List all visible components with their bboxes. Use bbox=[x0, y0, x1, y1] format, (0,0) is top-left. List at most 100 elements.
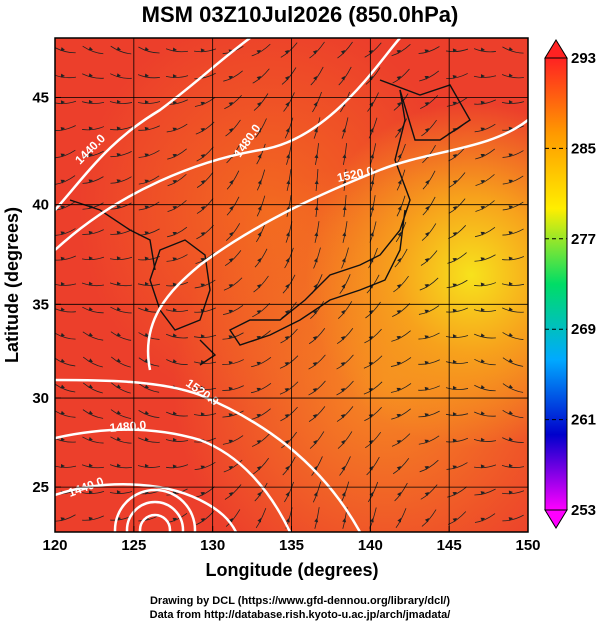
contour bbox=[113, 488, 197, 532]
streamline-arrow bbox=[172, 282, 177, 287]
streamline-arrow bbox=[424, 128, 429, 133]
streamline-arrow bbox=[228, 309, 233, 314]
streamline bbox=[254, 248, 268, 268]
streamline bbox=[364, 406, 382, 422]
streamline-arrow bbox=[369, 232, 374, 237]
streamline bbox=[474, 384, 496, 392]
streamline-arrow bbox=[480, 307, 485, 312]
streamline-arrow bbox=[144, 307, 149, 312]
streamline bbox=[224, 94, 242, 110]
streamline-arrow bbox=[88, 516, 93, 521]
streamline bbox=[446, 279, 468, 289]
streamline-arrow bbox=[172, 307, 177, 312]
streamline-arrow bbox=[312, 388, 317, 393]
streamline-arrow bbox=[397, 206, 402, 211]
contour-label: 1480.0 bbox=[109, 418, 147, 435]
streamline bbox=[55, 308, 76, 313]
coast bbox=[69, 199, 156, 271]
streamline-arrow bbox=[369, 518, 374, 523]
streamline bbox=[310, 66, 324, 86]
streamline bbox=[418, 359, 440, 365]
streamline bbox=[138, 150, 160, 158]
streamline-arrow bbox=[257, 518, 262, 523]
streamline-arrow bbox=[312, 440, 317, 445]
streamline bbox=[222, 332, 244, 340]
streamline bbox=[166, 488, 188, 496]
streamline-arrow bbox=[116, 307, 121, 311]
streamline bbox=[279, 355, 299, 369]
streamline-arrow bbox=[480, 206, 485, 210]
streamline-arrow bbox=[369, 466, 373, 471]
streamline-arrow bbox=[396, 284, 401, 289]
streamline bbox=[225, 119, 241, 137]
streamline-arrow bbox=[88, 358, 93, 362]
streamline-arrow bbox=[508, 46, 513, 51]
streamline-arrow bbox=[313, 284, 317, 289]
streamline-arrow bbox=[452, 308, 457, 313]
contour bbox=[55, 428, 292, 532]
streamline bbox=[475, 200, 495, 212]
streamline-arrow bbox=[116, 281, 121, 286]
streamline bbox=[109, 101, 133, 104]
streamline bbox=[475, 148, 496, 160]
streamline bbox=[446, 97, 468, 107]
streamline-arrow bbox=[172, 464, 177, 469]
streamline-arrow bbox=[508, 410, 513, 415]
streamline-arrow bbox=[200, 232, 205, 237]
streamline-arrow bbox=[452, 412, 457, 417]
streamline-arrow bbox=[228, 232, 233, 237]
streamline bbox=[502, 150, 524, 158]
streamline bbox=[473, 309, 497, 312]
streamline-arrow bbox=[285, 284, 289, 289]
streamline-arrow bbox=[508, 307, 513, 312]
streamline-arrow bbox=[314, 518, 319, 523]
streamline bbox=[223, 70, 243, 82]
streamline-arrow bbox=[200, 283, 205, 288]
streamline bbox=[392, 458, 410, 475]
streamline-arrow bbox=[397, 232, 402, 237]
streamline-arrow bbox=[396, 387, 401, 392]
streamline-arrow bbox=[314, 206, 319, 211]
streamline bbox=[138, 383, 160, 393]
streamline bbox=[55, 175, 76, 185]
streamline-arrow bbox=[88, 46, 93, 51]
streamline bbox=[252, 68, 270, 84]
streamline bbox=[448, 225, 467, 240]
coast bbox=[199, 339, 217, 366]
streamline bbox=[391, 433, 411, 447]
streamline-arrow bbox=[144, 46, 149, 51]
streamline-arrow bbox=[172, 47, 177, 52]
streamline bbox=[226, 170, 240, 190]
streamline bbox=[55, 100, 77, 105]
streamline-arrow bbox=[60, 205, 65, 210]
streamline bbox=[446, 73, 468, 79]
streamline bbox=[166, 464, 189, 469]
streamline bbox=[446, 307, 468, 313]
streamline-arrow bbox=[508, 463, 513, 468]
title: MSM 03Z10Jul2026 (850.0hPa) bbox=[142, 2, 459, 27]
streamline-arrow bbox=[342, 206, 347, 211]
streamline bbox=[110, 331, 132, 341]
streamline bbox=[193, 361, 217, 364]
streamline-arrow bbox=[88, 99, 93, 104]
streamline bbox=[473, 75, 497, 78]
streamline-arrow bbox=[144, 100, 149, 105]
streamline-arrow bbox=[341, 492, 346, 497]
streamline-arrow bbox=[257, 206, 262, 211]
streamline bbox=[55, 357, 76, 367]
y-tick-label: 30 bbox=[32, 390, 49, 407]
streamline-arrow bbox=[314, 128, 318, 133]
streamline bbox=[474, 254, 496, 262]
streamline bbox=[502, 357, 524, 367]
streamline-arrow bbox=[60, 231, 65, 236]
streamline-arrow bbox=[368, 76, 373, 81]
streamline bbox=[445, 335, 469, 338]
streamline-arrow bbox=[285, 466, 289, 471]
streamline-arrow bbox=[508, 126, 513, 131]
streamline-arrow bbox=[256, 310, 261, 315]
streamline-arrow bbox=[480, 154, 485, 158]
streamline-arrow bbox=[313, 102, 318, 107]
x-tick-label: 125 bbox=[121, 537, 146, 554]
streamline-arrow bbox=[116, 126, 121, 131]
streamline bbox=[225, 509, 241, 527]
